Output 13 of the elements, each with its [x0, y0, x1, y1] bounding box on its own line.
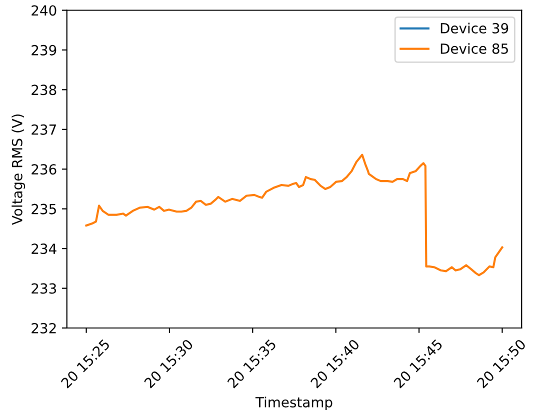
legend-label: Device 85	[440, 43, 508, 54]
y-axis-title: Voltage RMS (V)	[12, 114, 26, 225]
legend-label: Device 39	[440, 22, 508, 34]
y-tick-label: 233	[32, 283, 56, 294]
y-tick-label: 239	[32, 44, 56, 56]
y-tick-label: 234	[32, 244, 56, 254]
y-tick-label: 238	[32, 84, 56, 96]
y-tick-label: 236	[32, 164, 56, 175]
x-axis-title: Timestamp	[255, 396, 332, 410]
y-tick-label: 237	[32, 124, 56, 135]
y-tick-label: 235	[32, 204, 56, 214]
y-tick-label: 232	[32, 322, 56, 334]
y-tick-label: 240	[32, 5, 56, 16]
